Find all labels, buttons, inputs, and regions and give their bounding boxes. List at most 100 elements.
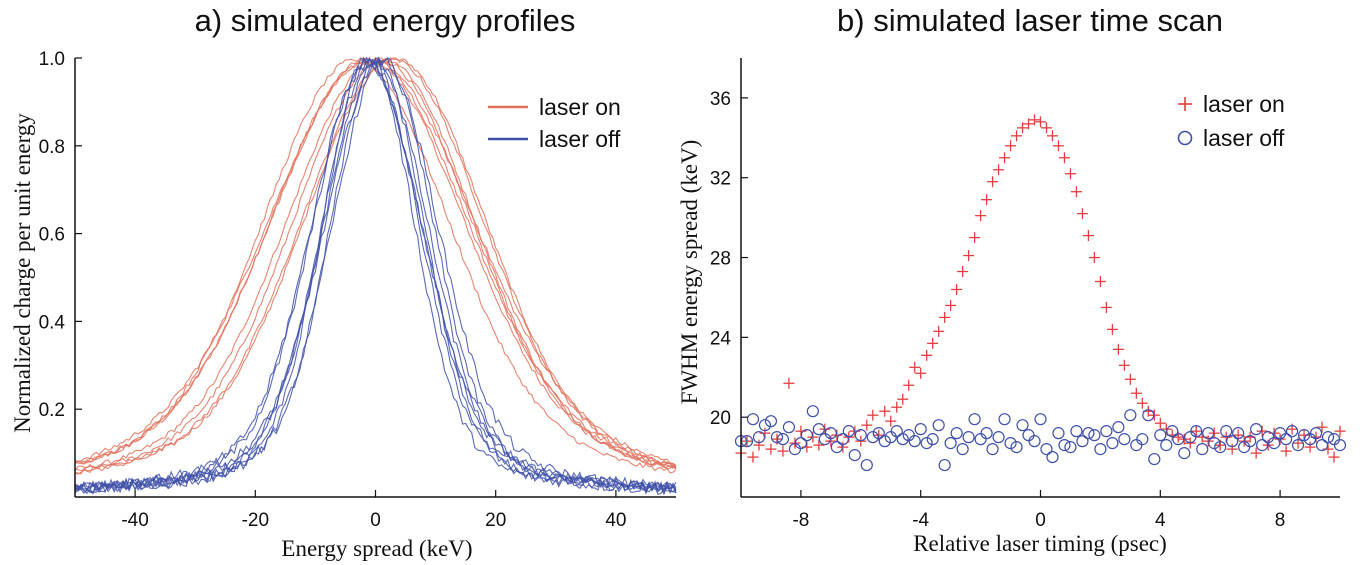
point-laser-off <box>932 419 945 432</box>
point-laser-off <box>1333 439 1347 452</box>
point-laser-on <box>987 176 999 188</box>
point-laser-on <box>981 194 993 206</box>
point-laser-off <box>938 458 951 472</box>
point-laser-off <box>1279 433 1293 446</box>
point-laser-off <box>914 423 927 436</box>
panel-b-title: b) simulated laser time scan <box>837 3 1223 38</box>
panel-b-y-tick-label: 36 <box>710 89 731 110</box>
point-laser-on <box>1118 359 1130 371</box>
panel-b-x-tick-label: 8 <box>1275 510 1286 531</box>
panel-b-laser-time-scan: b) simulated laser time scan Relative la… <box>677 3 1347 556</box>
point-laser-off <box>1214 441 1227 454</box>
point-laser-on <box>939 311 951 323</box>
point-laser-on <box>1035 116 1046 128</box>
point-laser-off <box>872 427 885 440</box>
point-laser-on <box>807 431 819 443</box>
point-laser-off <box>1118 433 1131 446</box>
panel-b-x-tick-label: -4 <box>912 510 929 531</box>
point-laser-off <box>992 431 1005 444</box>
point-laser-on <box>1136 397 1148 409</box>
legend-marker-laser-off <box>1177 130 1193 146</box>
legend-marker-laser-on <box>1178 97 1192 111</box>
panel-a-title: a) simulated energy profiles <box>195 3 576 38</box>
trace-laser-off-6 <box>74 56 677 495</box>
point-laser-off <box>812 423 825 436</box>
panel-a-y-tick-label: 1.0 <box>39 49 65 70</box>
panel-b-ylabel: FWHM energy spread (keV) <box>677 140 702 405</box>
point-laser-off <box>764 415 778 428</box>
panel-a-x-tick-label: 40 <box>605 510 626 531</box>
point-laser-on <box>783 377 795 389</box>
trace-laser-on-5 <box>74 57 677 475</box>
point-laser-off <box>890 425 903 438</box>
point-laser-off <box>758 419 772 432</box>
point-laser-off <box>1016 419 1029 432</box>
point-laser-off <box>848 448 861 462</box>
point-laser-off <box>746 413 760 426</box>
point-laser-off <box>1136 433 1149 446</box>
point-laser-on <box>993 164 1005 176</box>
point-laser-off <box>1064 441 1077 454</box>
point-laser-on <box>921 349 933 361</box>
point-laser-on <box>957 266 969 278</box>
point-laser-off <box>782 421 796 434</box>
panel-b-points <box>734 114 1347 472</box>
point-laser-off <box>980 427 993 440</box>
point-laser-on <box>909 361 921 373</box>
point-laser-off <box>794 437 808 450</box>
point-laser-off <box>770 431 784 444</box>
panel-a-ylabel: Normalized charge per unit energy <box>10 113 35 433</box>
point-laser-off <box>1046 450 1059 464</box>
point-laser-on <box>825 435 837 447</box>
panel-a-x-tick-label: 0 <box>370 510 381 531</box>
panel-b-y-tick-label: 32 <box>710 169 731 190</box>
point-laser-off <box>1291 439 1305 452</box>
point-laser-on <box>885 415 897 427</box>
point-laser-on <box>1280 445 1292 457</box>
point-laser-off <box>896 433 909 446</box>
point-laser-off <box>986 443 999 456</box>
panel-a-y-tick-label: 0.6 <box>39 225 65 246</box>
point-laser-off <box>1321 431 1335 444</box>
trace-laser-off-5 <box>74 56 677 495</box>
point-laser-on <box>867 409 879 421</box>
point-laser-off <box>974 433 987 446</box>
point-laser-off <box>854 429 867 442</box>
point-laser-on <box>1005 140 1017 152</box>
point-laser-off <box>1124 409 1137 422</box>
point-laser-off <box>1297 429 1311 442</box>
panel-a-x-tick-label: -40 <box>121 510 148 531</box>
point-laser-off <box>998 413 1011 426</box>
panel-b-xlabel: Relative laser timing (psec) <box>913 531 1167 556</box>
point-laser-on <box>1112 343 1124 355</box>
point-laser-off <box>1256 439 1269 452</box>
point-laser-off <box>1309 427 1323 440</box>
point-laser-off <box>1160 439 1173 452</box>
point-laser-on <box>1226 443 1238 455</box>
point-laser-off <box>776 433 790 446</box>
trace-laser-on-2 <box>74 57 677 475</box>
point-laser-off <box>1220 425 1233 438</box>
point-laser-on <box>1160 423 1172 435</box>
point-laser-off <box>1100 425 1113 438</box>
point-laser-off <box>1010 441 1023 454</box>
point-laser-on <box>1304 441 1316 453</box>
point-laser-on <box>945 299 957 311</box>
panel-a-x-tick-label: -20 <box>242 510 269 531</box>
panel-a-y-tick-label: 0.2 <box>39 400 65 421</box>
point-laser-off <box>1166 425 1179 438</box>
point-laser-off <box>1028 435 1041 448</box>
point-laser-off <box>1112 421 1125 434</box>
panel-a-axes: -40 -20 0 20 40 0.2 0.4 0.6 0.8 1.0 <box>39 49 676 531</box>
point-laser-on <box>1017 122 1029 134</box>
legend-label-laser-on: laser on <box>1203 91 1285 117</box>
point-laser-on <box>975 210 987 222</box>
point-laser-off <box>842 425 855 438</box>
point-laser-on <box>1094 275 1106 287</box>
point-laser-on <box>891 401 903 413</box>
panel-a-curves <box>74 56 677 496</box>
point-laser-off <box>1232 427 1245 440</box>
trace-laser-off-0 <box>74 56 677 495</box>
point-laser-off <box>752 431 766 444</box>
legend-label-laser-on: laser on <box>539 94 621 120</box>
